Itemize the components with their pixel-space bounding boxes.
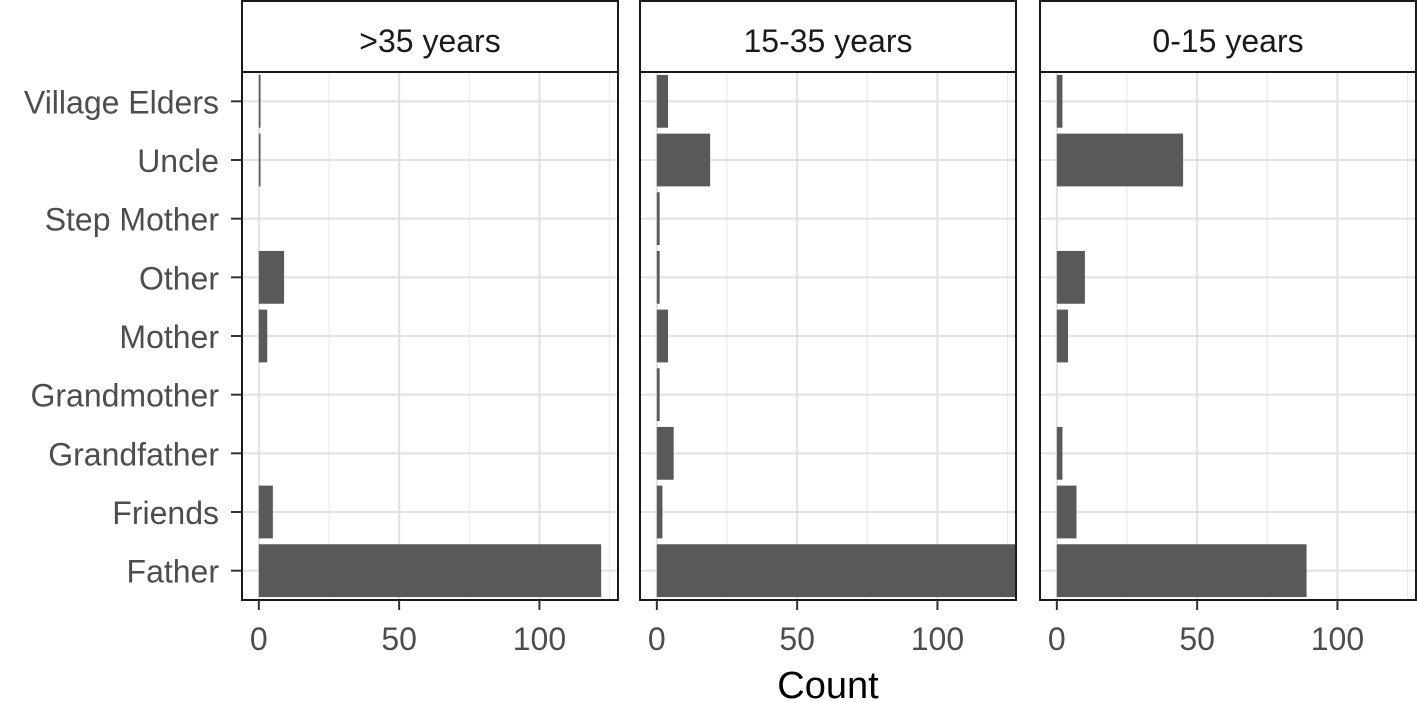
panel-border (241, 71, 619, 601)
category-label-uncle: Uncle (137, 143, 219, 179)
x-tick-label: 100 (911, 621, 964, 657)
bars (258, 74, 602, 598)
category-label-other: Other (139, 260, 219, 296)
bar-other (1056, 250, 1085, 304)
bar-grandfather (656, 426, 674, 480)
x-tick-label: 0 (250, 621, 268, 657)
bar-other (656, 250, 660, 304)
bars (1056, 74, 1307, 598)
bar-father (656, 544, 1016, 598)
strip-box (639, 0, 1017, 73)
panel-0-15-years: 0-15 years 0 50 100 (1039, 0, 1417, 657)
panel-15-35-years: 15-35 years 0 50 100 (639, 0, 1017, 657)
bar-mother (258, 309, 268, 363)
bar-mother (1056, 309, 1069, 363)
bar-uncle (1056, 133, 1184, 187)
x-tick-label: 50 (381, 621, 417, 657)
strip-label: >35 years (359, 23, 500, 59)
bar-village-elders (1056, 74, 1063, 128)
bar-step-mother (656, 192, 660, 246)
bar-mother (656, 309, 669, 363)
category-label-step-mother: Step Mother (45, 202, 220, 238)
panel-35-years: >35 years 0 50 100 (241, 0, 619, 657)
bar-friends (656, 485, 663, 539)
panel-border (639, 71, 1017, 601)
category-label-grandmother: Grandmother (30, 378, 219, 414)
bar-friends (258, 485, 273, 539)
bar-friends (1056, 485, 1077, 539)
category-label-father: Father (127, 554, 220, 590)
category-label-mother: Mother (119, 319, 219, 355)
bar-village-elders (258, 74, 261, 128)
bar-father (258, 544, 602, 598)
y-axis-category-labels: Village Elders Uncle Step Mother Other Mothe… (24, 84, 242, 590)
strip-label: 15-35 years (744, 23, 913, 59)
category-label-grandfather: Grandfather (48, 436, 219, 472)
bar-uncle (258, 133, 261, 187)
bar-village-elders (656, 74, 669, 128)
x-tick-label: 100 (513, 621, 566, 657)
x-axis-title: Count (777, 665, 879, 701)
category-label-village-elders: Village Elders (24, 84, 219, 120)
x-tick-label: 50 (779, 621, 815, 657)
x-tick-label: 50 (1179, 621, 1215, 657)
panel-border (1039, 71, 1417, 601)
bars (656, 74, 1016, 598)
bar-uncle (656, 133, 711, 187)
category-label-friends: Friends (112, 495, 219, 531)
bar-grandmother (656, 368, 660, 422)
strip-box (241, 0, 619, 73)
x-tick-label: 0 (1048, 621, 1066, 657)
strip-box (1039, 0, 1417, 73)
bar-father (1056, 544, 1307, 598)
bar-grandfather (1056, 426, 1063, 480)
bar-other (258, 250, 285, 304)
x-tick-label: 0 (648, 621, 666, 657)
strip-label: 0-15 years (1152, 23, 1303, 59)
x-tick-label: 100 (1311, 621, 1364, 657)
